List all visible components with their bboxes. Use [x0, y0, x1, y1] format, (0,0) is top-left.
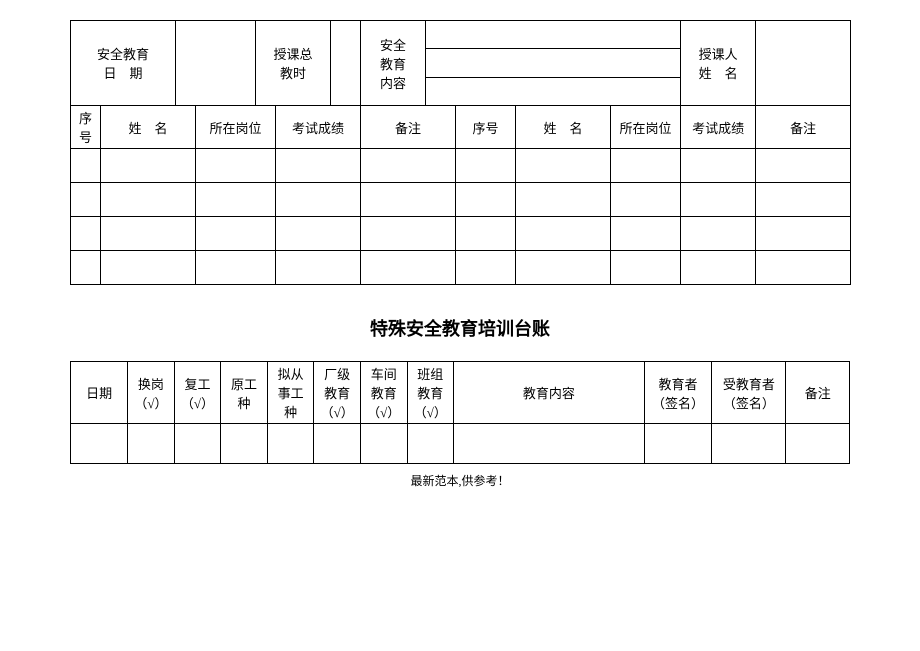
col2-newjob: 拟从 事工 种	[267, 362, 314, 424]
col2-workshop: 车间 教育 （√）	[360, 362, 407, 424]
col-seq: 序号	[71, 106, 101, 149]
col2-date: 日期	[71, 362, 128, 424]
col2-content: 教育内容	[454, 362, 645, 424]
table-row	[71, 183, 851, 217]
header-hours-label: 授课总 教时	[256, 21, 331, 106]
page-title: 特殊安全教育培训台账	[70, 315, 850, 341]
table-row: 安全教育 日 期 授课总 教时 安全 教育 内容 授课人 姓 名	[71, 21, 851, 106]
header-hours-value	[331, 21, 361, 106]
col2-origjob: 原工 种	[221, 362, 268, 424]
table-row	[71, 424, 850, 464]
col-post: 所在岗位	[196, 106, 276, 149]
table-row: 序号 姓 名 所在岗位 考试成绩 备注 序号 姓 名 所在岗位 考试成绩 备注	[71, 106, 851, 149]
col2-change: 换岗 （√）	[128, 362, 175, 424]
table-row	[71, 217, 851, 251]
header-teacher-value	[756, 21, 851, 106]
col2-remark: 备注	[786, 362, 850, 424]
col2-trainee: 受教育者 （签名）	[712, 362, 786, 424]
table-row: 日期 换岗 （√） 复工 （√） 原工 种 拟从 事工 种 厂级 教育 （√） …	[71, 362, 850, 424]
header-date-value	[176, 21, 256, 106]
header-content-label: 安全 教育 内容	[361, 21, 426, 106]
col-score: 考试成绩	[276, 106, 361, 149]
col2-return: 复工 （√）	[174, 362, 221, 424]
header-content-value	[426, 21, 681, 106]
header-date-label: 安全教育 日 期	[71, 21, 176, 106]
footer-text: 最新范本,供参考！	[70, 472, 850, 489]
col-name2: 姓 名	[516, 106, 611, 149]
col-score2: 考试成绩	[681, 106, 756, 149]
col2-team: 班组 教育 （√）	[407, 362, 454, 424]
col-remark2: 备注	[756, 106, 851, 149]
header-teacher-label: 授课人 姓 名	[681, 21, 756, 106]
table-row	[71, 149, 851, 183]
safety-education-table: 安全教育 日 期 授课总 教时 安全 教育 内容 授课人 姓 名 序号 姓 名 …	[70, 20, 851, 285]
col2-educator: 教育者 （签名）	[644, 362, 712, 424]
col-post2: 所在岗位	[611, 106, 681, 149]
table-row	[71, 251, 851, 285]
col-remark: 备注	[361, 106, 456, 149]
col-name: 姓 名	[101, 106, 196, 149]
col2-factory: 厂级 教育 （√）	[314, 362, 361, 424]
col-seq2: 序号	[456, 106, 516, 149]
special-training-table: 日期 换岗 （√） 复工 （√） 原工 种 拟从 事工 种 厂级 教育 （√） …	[70, 361, 850, 464]
